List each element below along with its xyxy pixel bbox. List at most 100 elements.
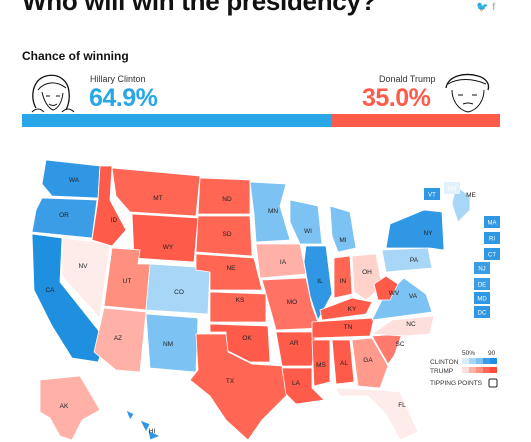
probability-bar	[22, 114, 500, 127]
state-ms[interactable]	[311, 339, 331, 387]
state-sd[interactable]	[195, 215, 253, 257]
state-nd[interactable]	[197, 177, 251, 215]
state-label-in: IN	[340, 278, 347, 285]
section-label: Chance of winning	[22, 49, 129, 63]
state-box-md[interactable]	[474, 292, 490, 304]
state-label-sd: SD	[222, 231, 231, 238]
state-box-de[interactable]	[474, 278, 490, 290]
state-label-sc: SC	[395, 341, 404, 348]
state-label-ga: GA	[363, 357, 373, 364]
state-az[interactable]	[93, 307, 147, 373]
state-label-mn: MN	[268, 208, 278, 215]
state-ok[interactable]	[209, 323, 271, 363]
state-label-nd: ND	[222, 196, 232, 203]
state-box-label-nj: NJ	[478, 267, 485, 273]
state-label-wy: WY	[163, 244, 174, 251]
state-pa[interactable]	[381, 247, 433, 273]
state-box-label-ct: CT	[488, 253, 496, 259]
twitter-icon[interactable]: 🐦	[476, 2, 489, 13]
legend-tipping-label: TIPPING POINTS	[430, 380, 483, 387]
state-label-ok: OK	[242, 335, 252, 342]
state-box-dc[interactable]	[474, 306, 490, 318]
state-la[interactable]	[281, 367, 325, 405]
state-label-ks: KS	[236, 297, 245, 304]
state-label-co: CO	[174, 289, 184, 296]
state-il[interactable]	[303, 245, 333, 322]
state-box-ct[interactable]	[484, 248, 500, 260]
state-ny[interactable]	[385, 209, 445, 251]
trump-name: Donald Trump	[379, 74, 436, 84]
state-label-tx: TX	[226, 378, 235, 385]
state-mn[interactable]	[249, 181, 291, 243]
state-ne[interactable]	[195, 253, 263, 291]
state-box-ma[interactable]	[484, 216, 500, 228]
state-ca[interactable]	[31, 233, 107, 363]
state-label-oh: OH	[362, 269, 372, 276]
state-al[interactable]	[331, 339, 355, 385]
state-label-ut: UT	[123, 278, 132, 285]
state-tx[interactable]	[189, 333, 291, 441]
state-in[interactable]	[333, 255, 353, 299]
state-oh[interactable]	[351, 253, 383, 301]
clinton-name: Hillary Clinton	[90, 74, 146, 84]
trump-portrait-icon	[445, 73, 490, 113]
legend-clinton-swatch	[469, 358, 476, 364]
state-va[interactable]	[371, 277, 433, 321]
state-ks[interactable]	[209, 291, 267, 323]
state-label-wi: WI	[304, 228, 312, 235]
state-box-nh[interactable]	[444, 182, 460, 194]
state-box-label-de: DE	[478, 283, 486, 289]
legend-trump-swatch	[490, 367, 497, 373]
state-label-ne: NE	[226, 265, 236, 272]
state-label-ia: IA	[280, 259, 287, 266]
state-wv[interactable]	[373, 275, 399, 301]
state-label-fl: FL	[398, 402, 406, 409]
page-title: Who will win the presidency?	[22, 0, 377, 16]
state-box-label-vt: VT	[428, 193, 436, 199]
state-nc[interactable]	[370, 315, 435, 337]
state-box-ri[interactable]	[484, 232, 500, 244]
state-label-nc: NC	[406, 321, 416, 328]
state-box-vt[interactable]	[424, 188, 440, 200]
state-ak[interactable]	[39, 375, 101, 441]
state-tn[interactable]	[311, 317, 375, 339]
clinton-pct: 64.9%	[89, 84, 158, 112]
state-ky[interactable]	[319, 297, 373, 321]
facebook-icon[interactable]: f	[492, 2, 496, 13]
state-label-ky: KY	[348, 306, 357, 313]
state-label-il: IL	[317, 278, 323, 285]
state-mt[interactable]	[111, 167, 201, 217]
state-ar[interactable]	[275, 331, 317, 367]
legend-trump-swatch	[476, 367, 483, 373]
legend-trump-label: TRUMP	[430, 368, 453, 375]
state-co[interactable]	[145, 263, 211, 315]
state-label-nv: NV	[78, 263, 88, 270]
state-box-nj[interactable]	[474, 262, 490, 274]
state-nv[interactable]	[61, 237, 111, 319]
state-label-id: ID	[111, 217, 118, 224]
state-box-label-nh: NH	[448, 187, 457, 193]
state-ga[interactable]	[351, 337, 389, 389]
state-label-ms: MS	[316, 362, 326, 369]
state-label-ca: CA	[45, 287, 55, 294]
state-wa[interactable]	[41, 159, 101, 199]
state-label-ak: AK	[60, 403, 69, 410]
state-hi[interactable]	[125, 409, 161, 441]
state-label-la: LA	[292, 380, 301, 387]
state-id[interactable]	[91, 165, 127, 247]
state-label-ny: NY	[423, 230, 433, 237]
legend-clinton-label: CLINTON	[430, 359, 459, 366]
state-or[interactable]	[31, 197, 98, 239]
state-label-me: ME	[466, 192, 476, 199]
state-wi[interactable]	[289, 199, 323, 245]
state-box-label-ma: MA	[488, 221, 497, 227]
state-fl[interactable]	[335, 387, 419, 441]
state-me[interactable]	[451, 185, 471, 223]
state-label-al: AL	[340, 360, 348, 367]
state-label-wa: WA	[69, 177, 80, 184]
state-wy[interactable]	[131, 213, 199, 263]
state-mi[interactable]	[329, 205, 357, 253]
legend-clinton-swatch	[476, 358, 483, 364]
legend-clinton-swatch	[490, 358, 497, 364]
state-label-wv: WV	[389, 290, 400, 297]
